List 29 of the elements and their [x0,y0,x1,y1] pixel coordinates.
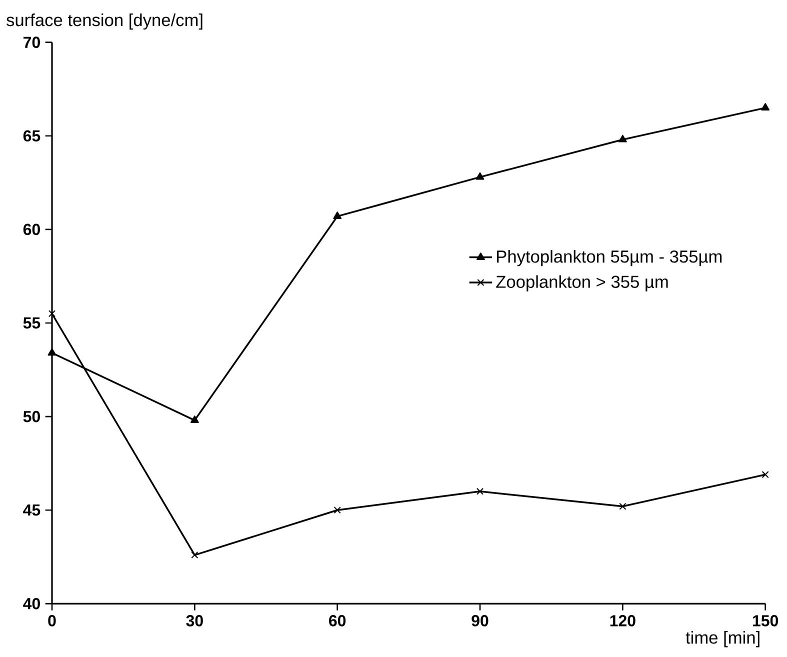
x-tick-label: 150 [753,615,778,626]
y-tick-label: 45 [23,504,40,516]
x-tick-label: 30 [186,615,203,626]
point [619,502,626,510]
x-axis-title: time [min] [686,631,760,648]
y-tick-label: 55 [23,317,40,329]
y-tick-label: 60 [23,224,40,236]
point [48,310,56,318]
y-axis-title: surface tension [dyne/cm] [6,13,202,30]
point [191,551,198,559]
point [476,172,484,180]
point [333,212,342,220]
y-tick-label: 40 [23,598,40,610]
point [48,348,56,356]
legend-label: Phytoplankton 55µm - 355µm [497,250,722,266]
point [334,506,341,514]
point [190,416,199,423]
point [476,488,484,495]
point [618,134,627,142]
y-tick-label: 70 [24,36,40,48]
x-tick-label: 60 [329,615,346,626]
y-tick-label: 50 [23,410,40,422]
point [761,103,770,110]
x-tick-label: 90 [472,615,488,626]
point [762,471,769,478]
x-tick-label: 0 [48,615,56,626]
legend-label: Zooplankton > 355 µm [496,275,668,292]
y-tick-label: 65 [23,130,40,142]
x-tick-label: 120 [610,615,636,626]
